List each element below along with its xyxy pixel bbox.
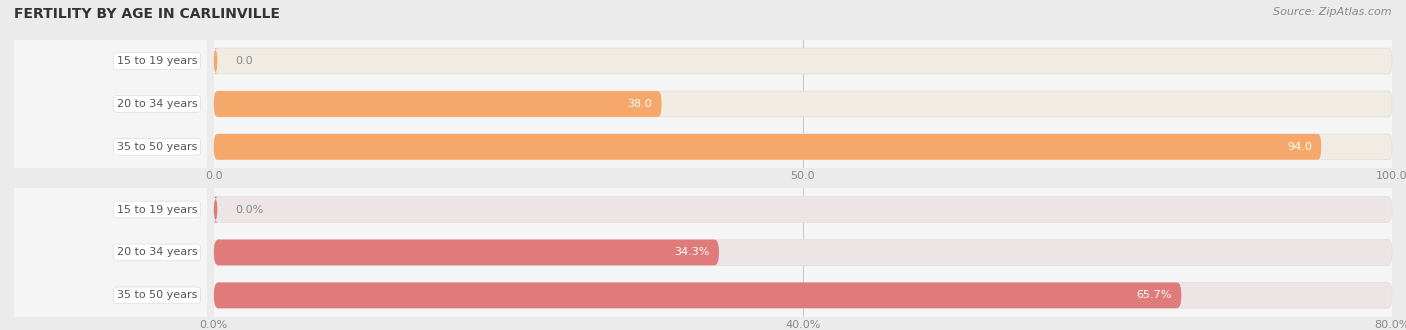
- FancyBboxPatch shape: [214, 282, 1392, 308]
- Text: 0.0%: 0.0%: [235, 205, 263, 214]
- Text: 15 to 19 years: 15 to 19 years: [117, 56, 197, 66]
- Text: 20 to 34 years: 20 to 34 years: [117, 248, 197, 257]
- FancyBboxPatch shape: [214, 134, 1392, 160]
- FancyBboxPatch shape: [214, 48, 1392, 74]
- FancyBboxPatch shape: [214, 282, 1181, 308]
- Text: 0.0: 0.0: [235, 56, 253, 66]
- Text: 38.0: 38.0: [627, 99, 652, 109]
- FancyBboxPatch shape: [214, 240, 718, 265]
- FancyBboxPatch shape: [212, 197, 218, 222]
- Text: 65.7%: 65.7%: [1136, 290, 1173, 300]
- FancyBboxPatch shape: [214, 240, 1392, 265]
- Text: 34.3%: 34.3%: [673, 248, 710, 257]
- FancyBboxPatch shape: [214, 197, 1392, 222]
- FancyBboxPatch shape: [214, 48, 218, 74]
- FancyBboxPatch shape: [214, 91, 662, 117]
- Text: Source: ZipAtlas.com: Source: ZipAtlas.com: [1274, 7, 1392, 16]
- Text: 15 to 19 years: 15 to 19 years: [117, 205, 197, 214]
- Text: 35 to 50 years: 35 to 50 years: [117, 142, 197, 152]
- Text: FERTILITY BY AGE IN CARLINVILLE: FERTILITY BY AGE IN CARLINVILLE: [14, 7, 280, 20]
- FancyBboxPatch shape: [214, 134, 1322, 160]
- Text: 20 to 34 years: 20 to 34 years: [117, 99, 197, 109]
- FancyBboxPatch shape: [214, 91, 1392, 117]
- Text: 35 to 50 years: 35 to 50 years: [117, 290, 197, 300]
- Text: 94.0: 94.0: [1286, 142, 1312, 152]
